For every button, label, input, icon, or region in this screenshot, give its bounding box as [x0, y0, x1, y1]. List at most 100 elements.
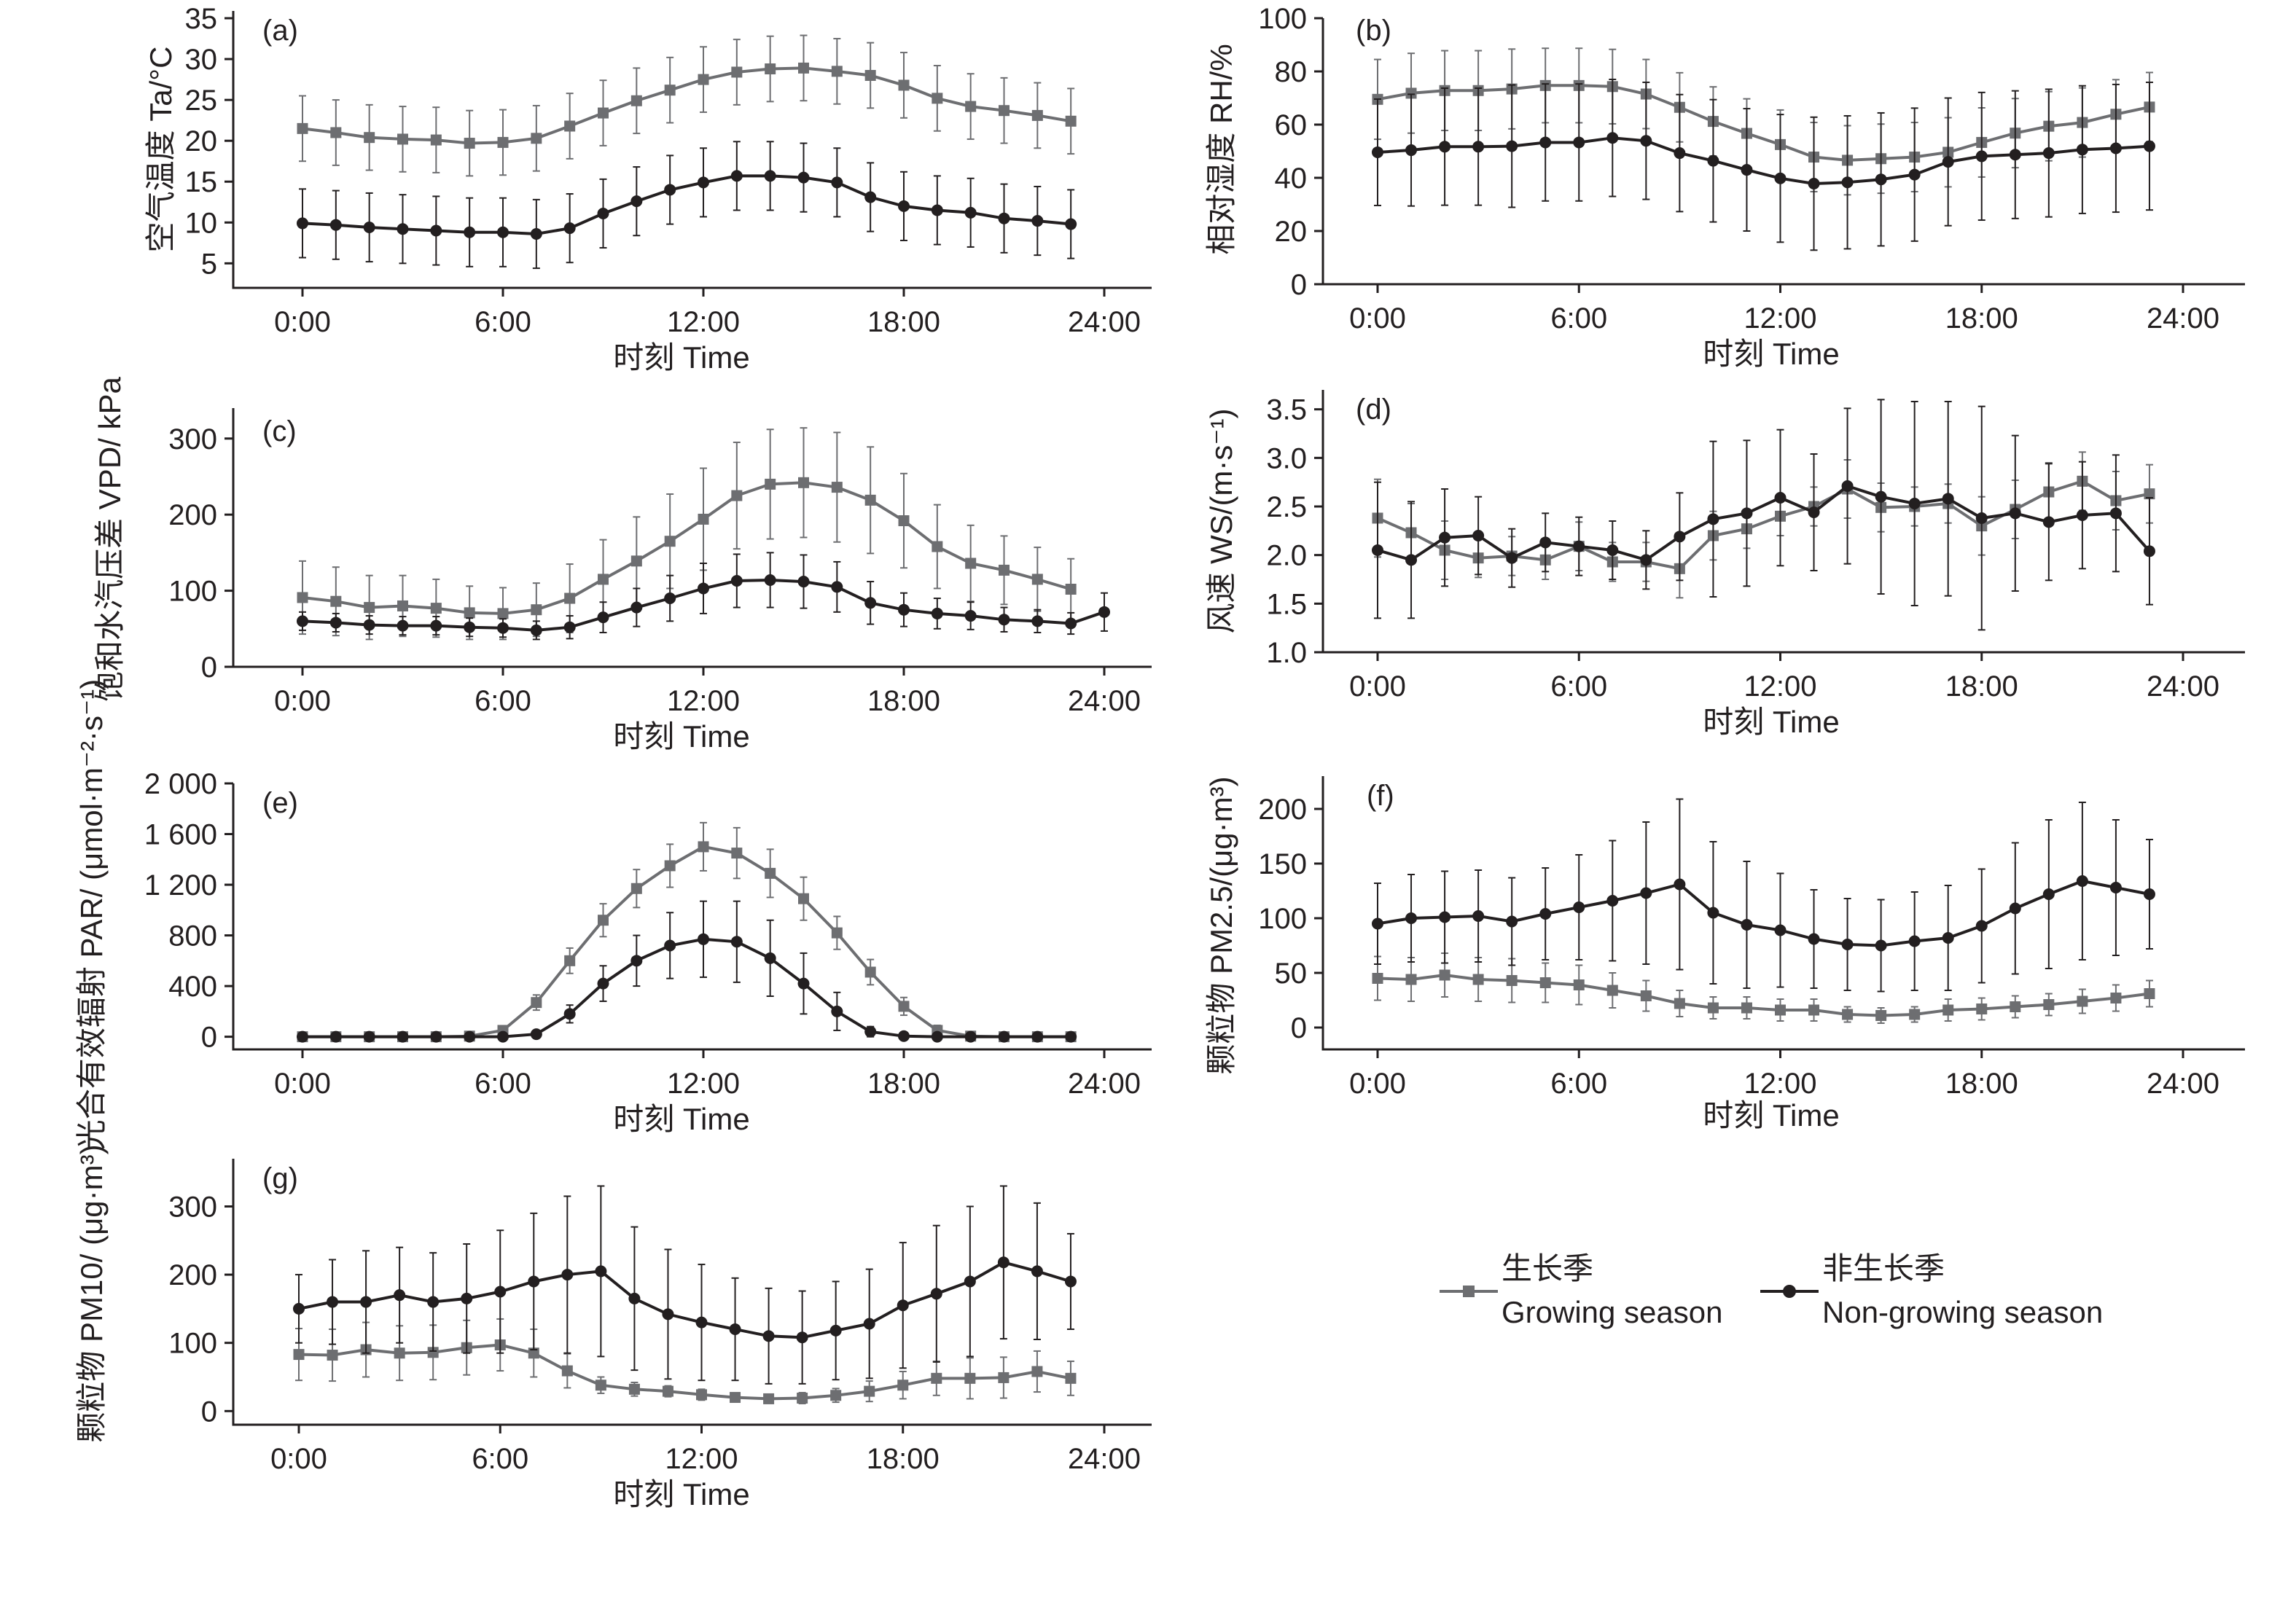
panel-b-point-nongrowing — [1472, 141, 1485, 153]
panel-f-point-growing — [1808, 1004, 1820, 1016]
panel-c-ytick-label: 300 — [168, 423, 217, 455]
panel-b-point-nongrowing — [1774, 172, 1787, 184]
panel-g-point-growing — [394, 1347, 405, 1359]
panel-g-point-nongrowing — [695, 1316, 708, 1329]
panel-f-point-nongrowing — [1707, 907, 1719, 919]
panel-c-label: (c) — [262, 415, 297, 447]
panel-g-point-nongrowing — [897, 1299, 909, 1312]
panel-g-point-nongrowing — [930, 1288, 942, 1300]
panel-d-point-nongrowing — [1707, 513, 1719, 525]
panel-c-point-nongrowing — [664, 592, 676, 605]
panel-d-series-line-growing — [1377, 480, 2150, 571]
panel-f-ytick-label: 50 — [1275, 958, 1308, 990]
panel-b-point-nongrowing — [1506, 140, 1518, 152]
panel-g-xtick-label: 0:00 — [270, 1443, 327, 1475]
panel-g-point-nongrowing — [293, 1302, 305, 1315]
panel-f-point-growing — [1942, 1004, 1954, 1016]
legend-growing-en: Growing season — [1502, 1295, 1723, 1329]
panel-f-axes — [1321, 776, 2245, 1051]
panel-f-point-nongrowing — [1573, 901, 1585, 913]
panel-a-point-nongrowing — [329, 219, 342, 231]
panel-a-point-growing — [330, 127, 342, 138]
panel-a-point-nongrowing — [563, 222, 576, 235]
panel-c-ytick-label: 0 — [201, 652, 217, 684]
panel-a-point-nongrowing — [464, 226, 476, 238]
panel-e-xtick-label: 18:00 — [867, 1068, 940, 1100]
panel-b-point-nongrowing — [1405, 144, 1418, 157]
panel-g-point-growing — [1065, 1372, 1077, 1384]
panel-f-xtick-label: 24:00 — [2147, 1068, 2219, 1100]
panel-f-series-growing — [1372, 952, 2155, 1024]
panel-c-point-growing — [397, 600, 408, 611]
panel-c-point-nongrowing — [898, 603, 910, 616]
panel-a-point-growing — [497, 136, 509, 148]
panel-c-series-line-growing — [302, 481, 1071, 615]
panel-f-point-nongrowing — [1674, 878, 1686, 891]
panel-e-point-growing — [898, 1001, 910, 1012]
panel-a-point-growing — [564, 120, 576, 132]
panel-a-point-nongrowing — [797, 171, 810, 184]
panel-a-ytick-label: 15 — [185, 166, 218, 198]
panel-e-point-nongrowing — [1031, 1030, 1044, 1043]
panel-g-point-growing — [327, 1350, 338, 1361]
panel-e-ytick-label: 1 200 — [144, 869, 217, 901]
panel-d-point-nongrowing — [2143, 545, 2155, 557]
panel-f-ytick-label: 100 — [1258, 903, 1307, 935]
panel-g-point-nongrowing — [762, 1330, 775, 1342]
panel-c-point-growing — [564, 592, 576, 604]
panel-d-point-nongrowing — [1439, 531, 1451, 544]
panel-e-point-growing — [864, 966, 876, 978]
panel-g-point-growing — [595, 1380, 606, 1391]
panel-f-point-nongrowing — [1808, 933, 1820, 945]
panel-g-point-growing — [931, 1372, 942, 1384]
panel-e-ylabel: 光合有效辐射 PAR/ (μmol·m⁻²·s⁻¹) — [74, 679, 109, 1150]
panel-b-ylabel: 相对湿度 RH/% — [1204, 44, 1238, 254]
panel-d-ytick-label: 2.5 — [1266, 491, 1307, 523]
panel-a-point-growing — [664, 85, 676, 96]
panel-c-point-growing — [531, 604, 542, 616]
panel-e-point-nongrowing — [764, 952, 776, 964]
panel-d-ytick-label: 2.0 — [1266, 540, 1307, 572]
panel-f-point-growing — [1775, 1004, 1786, 1016]
panel-a-point-nongrowing — [898, 200, 910, 212]
panel-c-xtick-label: 24:00 — [1068, 685, 1141, 717]
panel-a-point-nongrowing — [630, 195, 643, 208]
panel-b-ytick-label: 20 — [1275, 216, 1308, 248]
panel-a-point-nongrowing — [664, 184, 676, 196]
panel-g-point-growing — [763, 1393, 775, 1404]
panel-a-point-growing — [932, 93, 943, 104]
panel-g-point-nongrowing — [394, 1289, 406, 1302]
panel-a-point-growing — [864, 69, 876, 81]
panel-f-point-nongrowing — [1439, 911, 1451, 923]
panel-e-label: (e) — [262, 787, 298, 819]
panel-c-point-growing — [598, 574, 609, 585]
panel-c-point-nongrowing — [831, 581, 843, 593]
panel-d-point-nongrowing — [1674, 531, 1686, 543]
panel-f-point-growing — [2043, 999, 2055, 1010]
panel-g-ytick-label: 300 — [168, 1192, 217, 1224]
panel-g-ytick-label: 100 — [168, 1328, 217, 1360]
panel-b-point-nongrowing — [1975, 150, 1988, 163]
panel-g-point-nongrowing — [427, 1296, 440, 1308]
panel-b-label: (b) — [1356, 15, 1391, 47]
panel-g-ytick-label: 0 — [201, 1396, 217, 1428]
panel-d-point-nongrowing — [1741, 507, 1753, 520]
panel-f-point-nongrowing — [1875, 939, 1887, 952]
panel-f-point-growing — [1372, 973, 1383, 984]
panel-c-ylabel: 饱和水汽压差 VPD/ kPa — [93, 376, 127, 701]
panel-d-ylabel: 风速 WS/(m·s⁻¹) — [1204, 408, 1238, 633]
panel-f-point-growing — [1606, 985, 1618, 996]
panel-d-point-nongrowing — [2109, 507, 2122, 520]
panel-c-point-growing — [765, 478, 776, 490]
panel-b-point-growing — [1405, 87, 1417, 99]
panel-e-point-nongrowing — [397, 1030, 409, 1043]
panel-d-series-nongrowing — [1372, 399, 2155, 631]
panel-d-xlabel: 时刻 Time — [1703, 705, 1839, 739]
panel-g-point-nongrowing — [494, 1286, 507, 1298]
panel-c-xtick-label: 12:00 — [667, 685, 740, 717]
panel-d-point-nongrowing — [1472, 530, 1485, 541]
panel-a-point-nongrowing — [864, 191, 877, 203]
panel-d-ytick-label: 1.0 — [1266, 637, 1307, 669]
panel-g-point-nongrowing — [561, 1269, 574, 1281]
